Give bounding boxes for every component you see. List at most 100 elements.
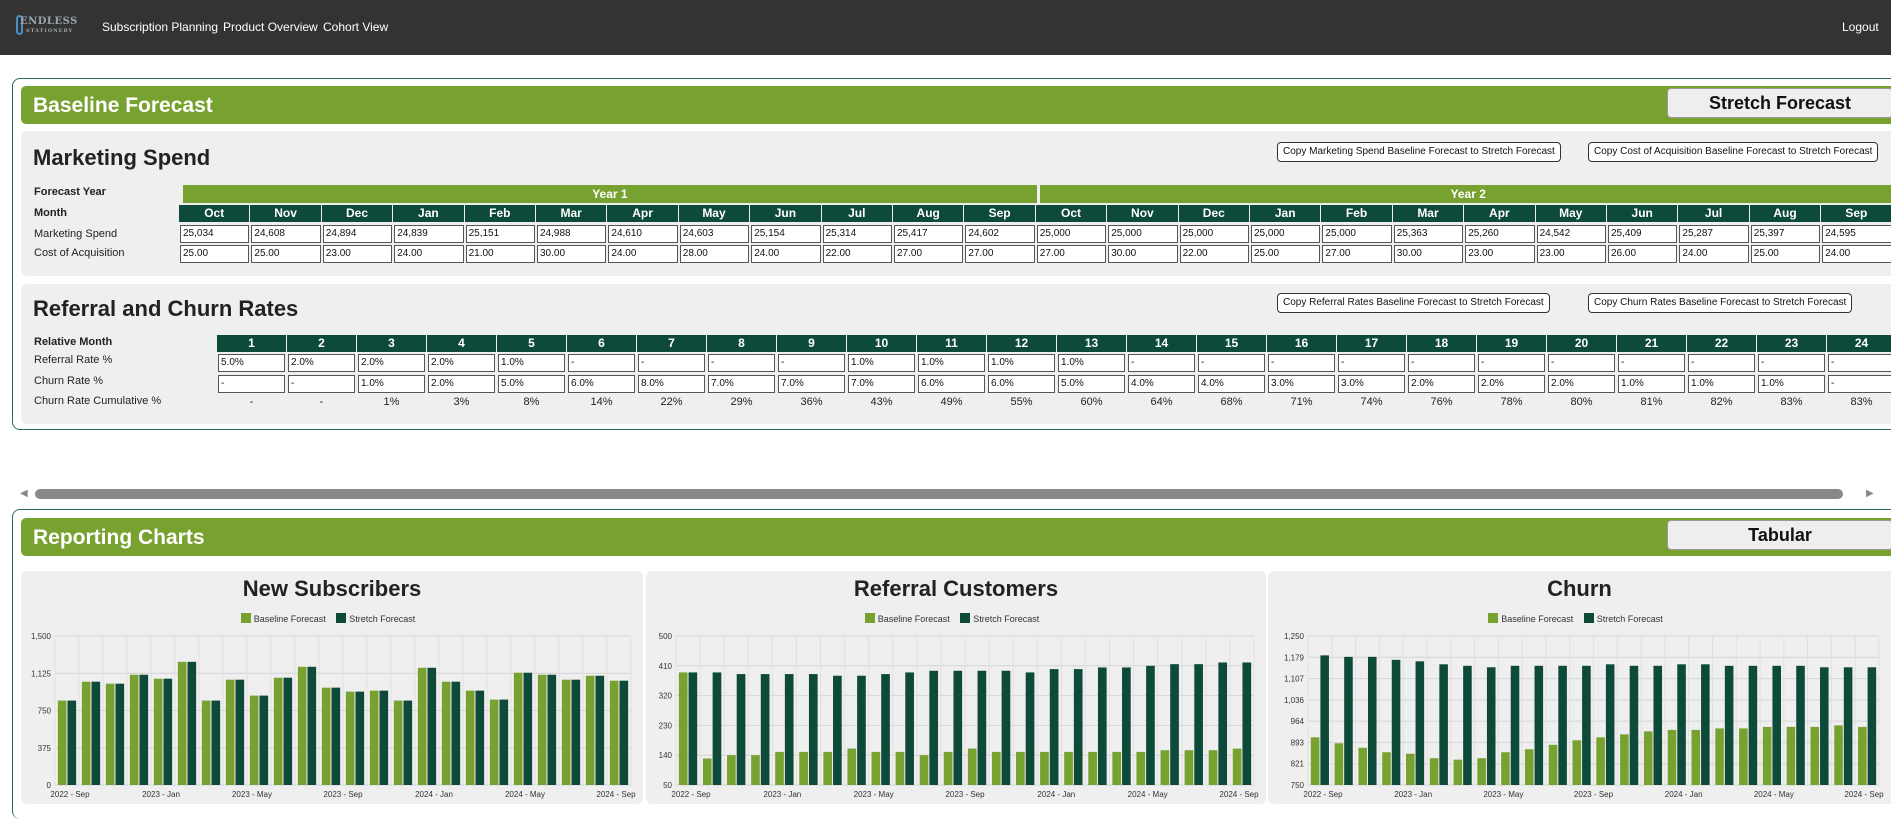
cost-of-acquisition-input[interactable]: 27.00 xyxy=(965,245,1035,263)
churn-rate-input[interactable]: 7.0% xyxy=(708,375,775,393)
referral-rate-input[interactable]: - xyxy=(1688,354,1755,372)
scrollbar-thumb[interactable] xyxy=(35,489,1843,499)
churn-rate-input[interactable]: 2.0% xyxy=(428,375,495,393)
baseline-bar[interactable] xyxy=(1572,740,1582,785)
copy-referral-rates-button[interactable]: Copy Referral Rates Baseline Forecast to… xyxy=(1277,293,1550,313)
referral-rate-input[interactable]: - xyxy=(1268,354,1335,372)
referral-rate-input[interactable]: - xyxy=(1198,354,1265,372)
baseline-bar[interactable] xyxy=(297,666,307,785)
cost-of-acquisition-input[interactable]: 25.00 xyxy=(1750,245,1821,263)
baseline-bar[interactable] xyxy=(537,674,547,785)
marketing-spend-input[interactable]: 24,839 xyxy=(394,225,464,243)
marketing-spend-input[interactable]: 24,595 xyxy=(1822,225,1891,243)
baseline-bar[interactable] xyxy=(273,677,283,785)
baseline-bar[interactable] xyxy=(417,667,427,785)
stretch-bar[interactable] xyxy=(1772,665,1782,785)
stretch-bar[interactable] xyxy=(331,687,341,785)
stretch-bar[interactable] xyxy=(403,700,413,785)
stretch-bar[interactable] xyxy=(1415,661,1425,785)
churn-rate-input[interactable]: 8.0% xyxy=(638,375,705,393)
baseline-bar[interactable] xyxy=(225,679,235,785)
marketing-spend-input[interactable]: 25,000 xyxy=(1108,225,1178,243)
stretch-bar[interactable] xyxy=(1724,665,1734,785)
nav-subscription-planning[interactable]: Subscription Planning xyxy=(102,20,219,34)
referral-rate-input[interactable]: 2.0% xyxy=(358,354,425,372)
stretch-bar[interactable] xyxy=(1867,667,1877,785)
churn-rate-input[interactable]: 1.0% xyxy=(1688,375,1755,393)
churn-rate-input[interactable]: 7.0% xyxy=(778,375,845,393)
referral-rate-input[interactable]: - xyxy=(1758,354,1825,372)
marketing-spend-input[interactable]: 24,894 xyxy=(322,225,393,243)
referral-rate-input[interactable]: - xyxy=(638,354,705,372)
baseline-bar[interactable] xyxy=(1762,726,1772,785)
stretch-bar[interactable] xyxy=(235,679,245,785)
stretch-bar[interactable] xyxy=(1677,664,1686,785)
stretch-bar[interactable] xyxy=(115,683,125,785)
legend-label-stretch[interactable]: Stretch Forecast xyxy=(349,614,416,624)
stretch-bar[interactable] xyxy=(1146,665,1155,785)
copy-cost-of-acquisition-button[interactable]: Copy Cost of Acquisition Baseline Foreca… xyxy=(1588,142,1879,162)
cost-of-acquisition-input[interactable]: 24.00 xyxy=(1679,245,1749,263)
churn-rate-input[interactable]: 6.0% xyxy=(988,375,1055,393)
stretch-bar[interactable] xyxy=(427,667,437,785)
stretch-bar[interactable] xyxy=(211,700,221,785)
referral-rate-input[interactable]: 1.0% xyxy=(1058,354,1125,372)
stretch-bar[interactable] xyxy=(833,675,842,785)
baseline-bar[interactable] xyxy=(895,751,905,785)
baseline-bar[interactable] xyxy=(799,751,808,785)
marketing-spend-input[interactable]: 25,000 xyxy=(1036,225,1107,243)
cost-of-acquisition-input[interactable]: 26.00 xyxy=(1608,245,1678,263)
referral-rate-input[interactable]: 1.0% xyxy=(848,354,915,372)
stretch-bar[interactable] xyxy=(1701,664,1710,785)
stretch-bar[interactable] xyxy=(1025,672,1035,785)
baseline-bar[interactable] xyxy=(105,683,115,785)
baseline-bar[interactable] xyxy=(561,679,571,785)
referral-rate-input[interactable]: 1.0% xyxy=(498,354,565,372)
baseline-bar[interactable] xyxy=(1810,726,1820,785)
churn-rate-input[interactable]: - xyxy=(288,375,355,393)
baseline-bar[interactable] xyxy=(1160,750,1170,785)
baseline-bar[interactable] xyxy=(1358,747,1367,785)
marketing-spend-input[interactable]: 24,602 xyxy=(965,225,1035,243)
marketing-spend-input[interactable]: 25,000 xyxy=(1251,225,1321,243)
referral-rate-input[interactable]: - xyxy=(1548,354,1615,372)
baseline-bar[interactable] xyxy=(678,672,688,785)
copy-marketing-spend-button[interactable]: Copy Marketing Spend Baseline Forecast t… xyxy=(1277,142,1561,162)
scroll-left-arrow-icon[interactable]: ◀ xyxy=(20,488,28,499)
stretch-bar[interactable] xyxy=(67,700,77,785)
stretch-bar[interactable] xyxy=(307,666,317,785)
baseline-bar[interactable] xyxy=(201,700,211,785)
marketing-spend-input[interactable]: 25,397 xyxy=(1750,225,1821,243)
baseline-bar[interactable] xyxy=(585,675,595,785)
marketing-spend-input[interactable]: 25,363 xyxy=(1393,225,1464,243)
cost-of-acquisition-input[interactable]: 28.00 xyxy=(679,245,750,263)
churn-rate-input[interactable]: 6.0% xyxy=(918,375,985,393)
stretch-bar[interactable] xyxy=(163,678,173,785)
cost-of-acquisition-input[interactable]: 24.00 xyxy=(751,245,821,263)
stretch-bar[interactable] xyxy=(1558,665,1567,785)
referral-rate-input[interactable]: 1.0% xyxy=(918,354,985,372)
cost-of-acquisition-input[interactable]: 25.00 xyxy=(251,245,321,263)
cost-of-acquisition-input[interactable]: 23.00 xyxy=(1465,245,1535,263)
churn-rate-input[interactable]: 1.0% xyxy=(1758,375,1825,393)
stretch-bar[interactable] xyxy=(1748,665,1758,785)
marketing-spend-input[interactable]: 24,542 xyxy=(1536,225,1606,243)
stretch-bar[interactable] xyxy=(283,677,293,785)
referral-rate-input[interactable]: 5.0% xyxy=(218,354,285,372)
baseline-bar[interactable] xyxy=(751,755,760,785)
baseline-bar[interactable] xyxy=(81,681,91,785)
stretch-bar[interactable] xyxy=(1391,659,1401,785)
baseline-bar[interactable] xyxy=(177,661,187,785)
referral-rate-input[interactable]: - xyxy=(708,354,775,372)
churn-rate-input[interactable]: 2.0% xyxy=(1548,375,1615,393)
baseline-bar[interactable] xyxy=(1088,751,1097,785)
stretch-bar[interactable] xyxy=(475,690,485,785)
cost-of-acquisition-input[interactable]: 25.00 xyxy=(1251,245,1321,263)
baseline-bar[interactable] xyxy=(919,755,929,785)
stretch-bar[interactable] xyxy=(712,672,722,785)
baseline-bar[interactable] xyxy=(1405,753,1415,785)
marketing-spend-input[interactable]: 25,314 xyxy=(822,225,892,243)
stretch-bar[interactable] xyxy=(1320,655,1329,785)
churn-rate-input[interactable]: 3.0% xyxy=(1338,375,1405,393)
baseline-bar[interactable] xyxy=(1064,751,1073,785)
